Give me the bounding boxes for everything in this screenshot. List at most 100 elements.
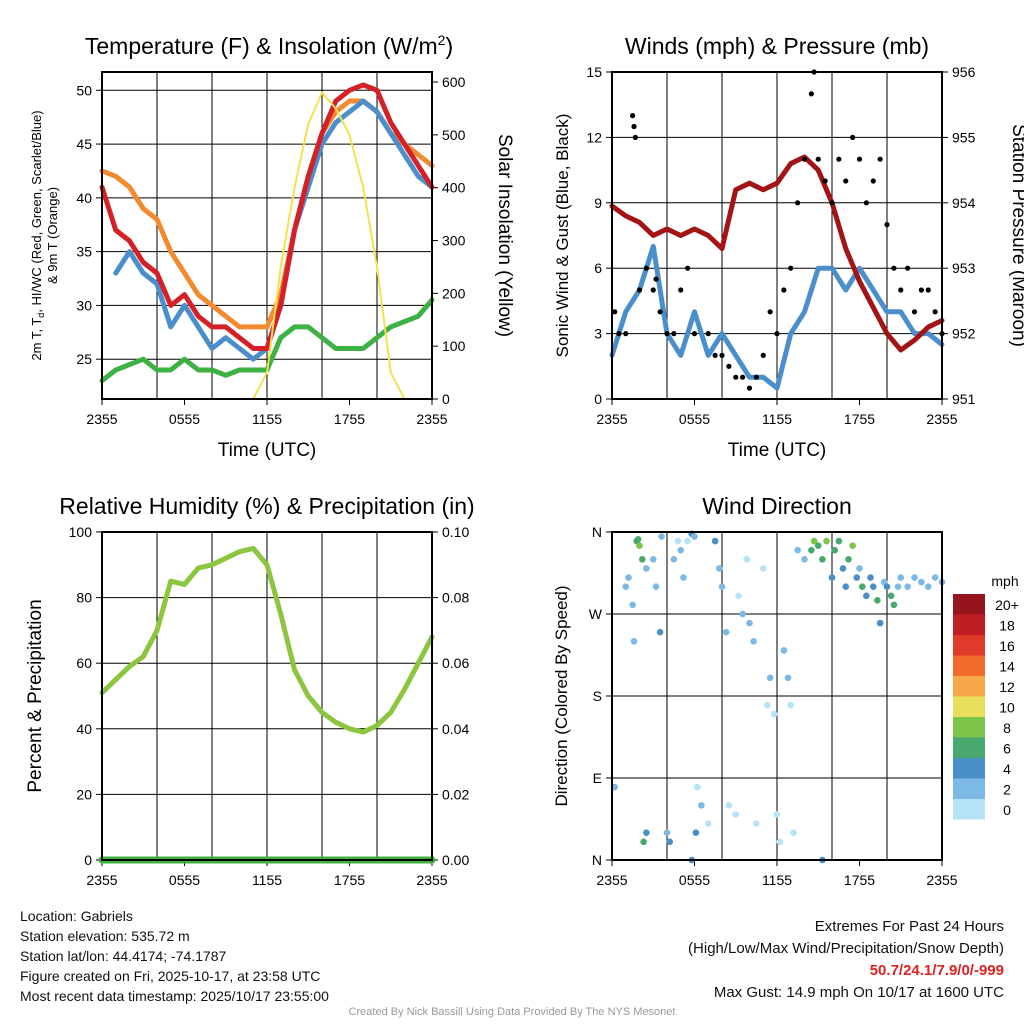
y2-tick-label: 951	[952, 391, 976, 407]
y2-tick-label: 100	[442, 338, 466, 354]
y-tick-label: 0	[594, 391, 602, 407]
gust-point	[808, 91, 814, 97]
gust-point	[643, 265, 649, 271]
chart-panel-4	[606, 530, 985, 866]
direction-point	[810, 537, 818, 545]
x-tick-label: 0555	[169, 411, 200, 427]
direction-point	[649, 556, 657, 563]
gust-point	[664, 331, 670, 337]
y-tick-label: S	[593, 688, 602, 704]
direction-point	[876, 619, 884, 627]
x-axis-label: Time (UTC)	[218, 440, 317, 461]
legend-label: 16	[999, 638, 1015, 654]
direction-point	[887, 592, 895, 600]
direction-point	[904, 583, 911, 590]
gust-point	[918, 287, 924, 293]
y-tick-label: 20	[76, 786, 92, 802]
gust-point	[932, 309, 938, 315]
direction-point	[629, 601, 636, 609]
direction-point	[766, 674, 774, 682]
gust-point	[631, 123, 637, 130]
y-tick-label: 40	[76, 190, 92, 206]
gust-point	[671, 331, 677, 337]
x-tick-label: 1155	[762, 411, 792, 427]
gust-point	[678, 287, 684, 293]
legend-swatch	[953, 614, 985, 635]
gust-point	[657, 309, 663, 315]
direction-point	[831, 546, 839, 554]
extremes-subtitle: (High/Low/Max Wind/Precipitation/Snow De…	[688, 940, 1004, 957]
plot-frame	[611, 71, 943, 400]
y-tick-label: N	[592, 524, 602, 540]
gust-point	[905, 265, 911, 271]
station-info: Location: Gabriels Station elevation: 53…	[20, 906, 329, 1006]
gust-point	[925, 287, 931, 293]
x-tick-label: 0555	[169, 872, 200, 888]
y-tick-label: E	[593, 770, 602, 786]
direction-point	[732, 811, 740, 818]
gust-point	[653, 276, 659, 282]
plot-frame	[101, 71, 433, 400]
direction-point	[684, 537, 691, 545]
x-tick-label: 0555	[679, 872, 710, 888]
gust-point	[898, 287, 904, 293]
direction-point	[931, 574, 939, 581]
direction-point	[722, 628, 730, 636]
gust-point	[911, 309, 918, 315]
direction-point	[869, 583, 877, 590]
location-text: Location: Gabriels	[20, 908, 133, 924]
legend-swatch	[953, 594, 985, 615]
direction-point	[897, 574, 905, 581]
y2-tick-label: 0.00	[442, 852, 469, 868]
gust-point	[863, 200, 869, 206]
x-tick-label: 2355	[926, 872, 957, 888]
direction-point	[746, 619, 753, 627]
x-tick-label: 2355	[926, 411, 957, 427]
chart-title: Temperature (F) & Insolation (W/m2)	[85, 32, 453, 59]
direction-point	[918, 578, 925, 586]
direction-point	[835, 537, 843, 545]
latlon-text: Station lat/lon: 44.4174; -74.1787	[20, 948, 227, 964]
direction-point	[725, 802, 733, 809]
elevation-text: Station elevation: 535.72 m	[20, 928, 190, 944]
y2-tick-label: 952	[952, 326, 976, 342]
gust-point	[616, 331, 622, 337]
y-tick-label: 30	[76, 297, 92, 313]
direction-point	[674, 537, 682, 545]
direction-point	[759, 565, 767, 572]
chart-panel-2	[606, 69, 948, 405]
direction-point	[680, 574, 687, 581]
direction-point	[663, 829, 671, 836]
y-tick-label: 0	[84, 852, 92, 868]
legend-label: 10	[999, 700, 1015, 716]
gust-point	[877, 156, 883, 162]
legend-swatch	[953, 676, 985, 697]
direction-point	[773, 811, 781, 818]
legend-swatch	[953, 635, 985, 656]
direction-point	[858, 583, 866, 590]
direction-point	[819, 556, 826, 563]
direction-point	[856, 565, 863, 572]
gust-point	[836, 156, 842, 162]
y2-tick-label: 0.10	[442, 524, 469, 540]
y-axis-label-part: 2m T, T	[29, 318, 44, 361]
direction-point	[658, 533, 665, 540]
y2-tick-label: 0	[442, 391, 450, 407]
direction-point	[784, 674, 792, 682]
y-axis-label-subscript: d	[36, 313, 46, 318]
gust-point	[767, 309, 773, 315]
gust-point	[630, 113, 636, 119]
direction-point	[770, 710, 778, 718]
direction-point	[750, 638, 757, 645]
direction-point	[839, 565, 847, 572]
gust-point	[843, 178, 849, 184]
gust-point	[740, 374, 746, 380]
direction-point	[753, 820, 760, 827]
gust-point	[632, 134, 638, 140]
legend-swatch	[953, 799, 985, 820]
chart-panel-3	[96, 531, 438, 866]
x-tick-label: 1155	[252, 411, 282, 427]
direction-point	[794, 546, 801, 554]
direction-point	[670, 556, 678, 563]
direction-point	[666, 838, 674, 846]
